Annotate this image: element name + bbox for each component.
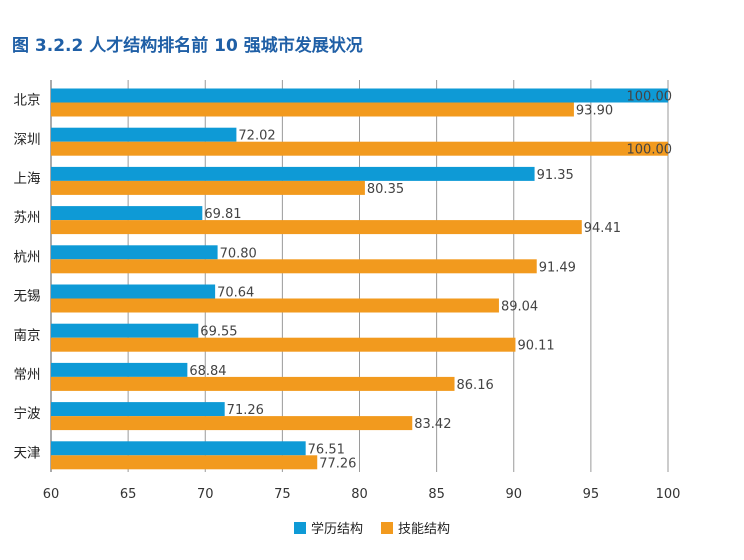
bar-series-2 xyxy=(51,337,516,352)
chart-title: 图 3.2.2 人才结构排名前 10 强城市发展状况 xyxy=(12,36,363,56)
legend-swatch-series-2 xyxy=(381,521,393,534)
data-label: 69.55 xyxy=(200,325,237,340)
data-label: 71.26 xyxy=(227,403,264,418)
legend-swatch-series-1 xyxy=(293,521,306,534)
bar-series-1 xyxy=(51,88,668,103)
legend-item-series-2: 技能结构 xyxy=(381,518,450,537)
data-label: 89.04 xyxy=(501,300,538,315)
bar-series-1 xyxy=(51,245,218,260)
x-tick-labels: 60 65 70 75 80 85 90 95 100 xyxy=(43,487,681,502)
category-label: 南京 xyxy=(14,328,41,344)
data-label: 68.84 xyxy=(189,364,226,379)
x-tick-label: 60 xyxy=(43,487,60,502)
data-labels: 100.00 93.90 72.02 100.00 91.35 80.35 69.81 94.… xyxy=(189,90,672,472)
x-tick-label: 65 xyxy=(120,487,137,502)
legend: 学历结构 技能结构 xyxy=(0,518,744,537)
bar-series-1 xyxy=(51,362,188,377)
bar-series-2 xyxy=(51,455,318,470)
category-label: 常州 xyxy=(14,367,41,383)
bar-series-2 xyxy=(51,220,582,235)
category-label: 上海 xyxy=(14,171,41,187)
data-label: 69.81 xyxy=(204,207,241,222)
data-label: 80.35 xyxy=(367,182,404,197)
x-tick-label: 75 xyxy=(274,487,291,502)
x-tick-label: 85 xyxy=(428,487,445,502)
data-label: 70.80 xyxy=(220,246,257,261)
bar-series-1 xyxy=(51,402,225,417)
bar-series-2 xyxy=(51,298,499,313)
category-label: 深圳 xyxy=(14,132,41,148)
x-tick-label: 90 xyxy=(505,487,522,502)
data-label: 93.90 xyxy=(576,104,613,119)
x-tick-label: 100 xyxy=(656,487,681,502)
bar-series-1 xyxy=(51,284,216,299)
legend-item-series-1: 学历结构 xyxy=(293,518,363,537)
bar-series-2 xyxy=(51,141,668,156)
bar-series-1 xyxy=(51,166,535,181)
legend-label-series-2: 技能结构 xyxy=(398,522,451,537)
data-label: 77.26 xyxy=(319,456,356,471)
bar-series-2 xyxy=(51,180,365,195)
x-tick-label: 70 xyxy=(197,487,214,502)
data-label: 86.16 xyxy=(457,378,494,393)
data-label: 94.41 xyxy=(584,221,621,236)
data-label: 76.51 xyxy=(308,442,345,457)
bar-series-1 xyxy=(51,323,199,338)
data-label: 72.02 xyxy=(238,129,275,144)
data-label: 90.11 xyxy=(517,339,554,354)
data-label: 83.42 xyxy=(414,417,451,432)
category-label: 北京 xyxy=(14,93,41,109)
data-label: 100.00 xyxy=(627,90,673,105)
bar-series-2 xyxy=(51,102,574,117)
category-label: 无锡 xyxy=(14,289,41,305)
category-label: 宁波 xyxy=(14,405,41,422)
bar-series-2 xyxy=(51,376,455,391)
x-tick-label: 95 xyxy=(583,487,600,502)
bar-series-2 xyxy=(51,416,413,431)
category-label: 杭州 xyxy=(14,249,41,265)
bars xyxy=(51,88,668,470)
legend-label-series-1: 学历结构 xyxy=(310,522,363,537)
x-tick-label: 80 xyxy=(351,487,368,502)
category-label: 苏州 xyxy=(14,210,41,226)
data-label: 91.49 xyxy=(539,260,576,275)
category-label: 天津 xyxy=(14,445,41,461)
data-label: 100.00 xyxy=(627,143,673,158)
bar-series-1 xyxy=(51,441,306,456)
bar-series-1 xyxy=(51,206,203,221)
data-label: 70.64 xyxy=(217,286,254,301)
bar-series-1 xyxy=(51,127,237,142)
bar-chart: 100.00 93.90 72.02 100.00 91.35 80.35 69.81 94.… xyxy=(14,80,681,502)
bar-series-2 xyxy=(51,259,537,274)
data-label: 91.35 xyxy=(537,168,574,183)
